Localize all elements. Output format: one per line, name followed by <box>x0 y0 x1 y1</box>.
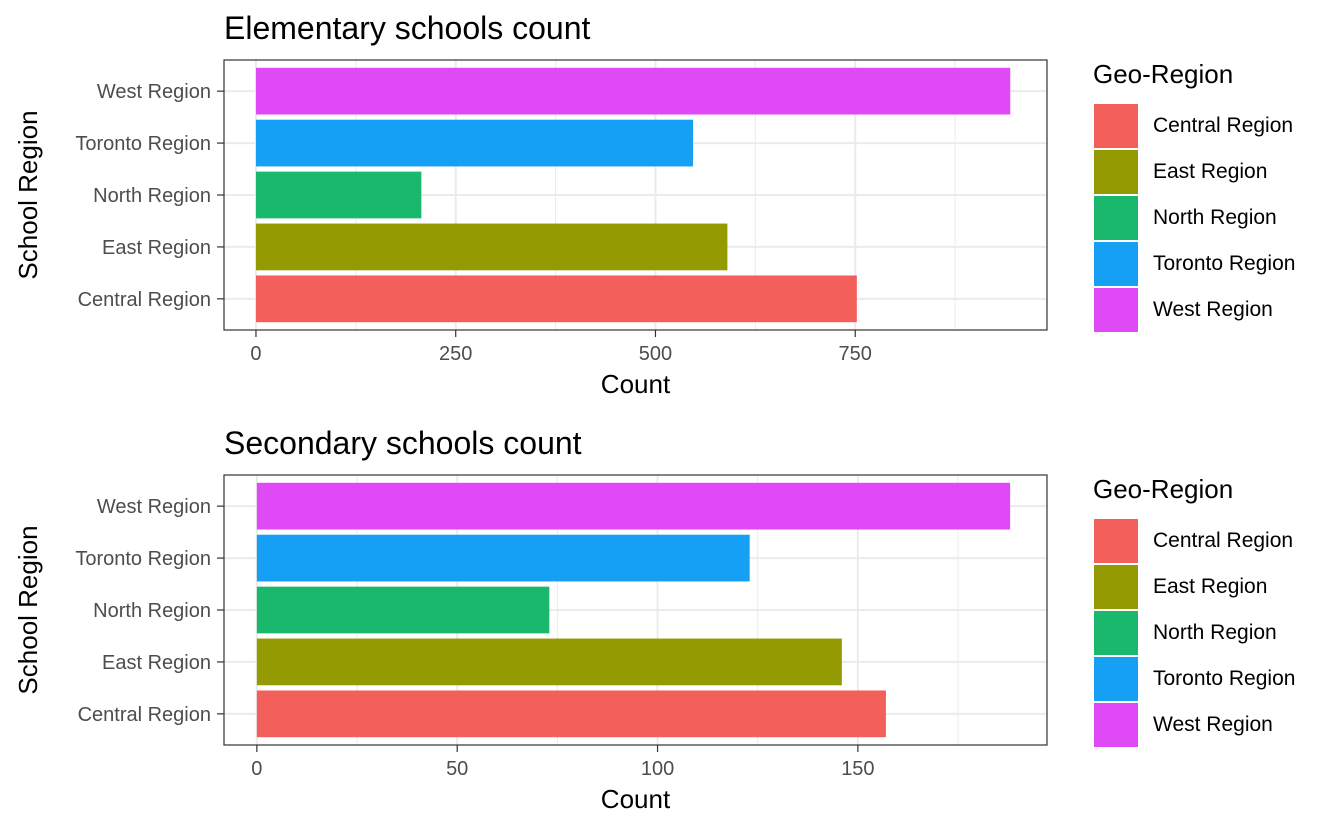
legend-key <box>1094 242 1138 286</box>
x-tick-label: 100 <box>641 758 674 780</box>
y-tick-label: Central Region <box>78 704 211 726</box>
legend-item: East Region <box>1093 565 1333 611</box>
x-axis-title: Count <box>601 784 671 814</box>
elementary-chart-svg: Elementary schools count Central Region Ea… <box>13 10 1048 399</box>
legend-key <box>1094 150 1138 194</box>
chart-title: Elementary schools count <box>224 10 591 46</box>
legend-item: North Region <box>1093 611 1333 657</box>
legend-label: North Region <box>1153 206 1277 229</box>
legend-label: North Region <box>1153 621 1277 644</box>
bar-west-region <box>256 482 1011 530</box>
elementary-legend: Geo-Region Central Region East Region No… <box>1093 58 1333 334</box>
legend-key <box>1094 565 1138 609</box>
y-tick-label: West Region <box>97 496 211 518</box>
x-tick-label: 0 <box>250 343 261 365</box>
legend-item: West Region <box>1093 703 1333 749</box>
y-axis-title: School Region <box>13 525 43 694</box>
legend-label: West Region <box>1153 298 1273 321</box>
x-tick-label: 250 <box>439 343 472 365</box>
y-axis-title: School Region <box>13 110 43 279</box>
legend-item: Central Region <box>1093 519 1333 565</box>
x-tick-label: 750 <box>839 343 872 365</box>
legend-key <box>1094 104 1138 148</box>
bar-east-region <box>255 223 728 271</box>
x-tick-label: 500 <box>639 343 672 365</box>
legend-title: Geo-Region <box>1093 474 1234 504</box>
legend-key <box>1094 519 1138 563</box>
legend-item: Toronto Region <box>1093 657 1333 703</box>
y-tick-label: West Region <box>97 81 211 103</box>
bar-central-region <box>255 275 857 323</box>
elementary-chart-panel: Elementary schools count Central Region Ea… <box>13 10 1333 399</box>
bar-west-region <box>255 67 1011 115</box>
x-tick-label: 0 <box>251 758 262 780</box>
bar-north-region <box>256 586 550 634</box>
y-tick-label: Central Region <box>78 289 211 311</box>
secondary-chart-svg: Secondary schools count Central Region Eas… <box>13 425 1048 814</box>
x-tick-label: 150 <box>841 758 874 780</box>
legend-item: Toronto Region <box>1093 242 1333 288</box>
legend-item: Central Region <box>1093 104 1333 150</box>
legend-title: Geo-Region <box>1093 59 1234 89</box>
secondary-chart-panel: Secondary schools count Central Region Eas… <box>0 415 1344 830</box>
y-tick-label: North Region <box>93 185 211 207</box>
bar-north-region <box>255 171 422 219</box>
chart-title: Secondary schools count <box>224 425 582 461</box>
x-axis-title: Count <box>601 369 671 399</box>
legend-item: North Region <box>1093 196 1333 242</box>
y-tick-label: East Region <box>102 237 211 259</box>
legend-key <box>1094 703 1138 747</box>
legend-key <box>1094 196 1138 240</box>
legend-key <box>1094 611 1138 655</box>
bar-central-region <box>256 690 886 738</box>
legend-label: Toronto Region <box>1153 252 1296 275</box>
legend-item: West Region <box>1093 288 1333 334</box>
bar-toronto-region <box>256 534 750 582</box>
legend-label: Central Region <box>1153 114 1294 137</box>
legend-key <box>1094 657 1138 701</box>
legend-item: East Region <box>1093 150 1333 196</box>
bar-east-region <box>256 638 842 686</box>
x-tick-label: 50 <box>446 758 468 780</box>
legend-label: Central Region <box>1153 529 1294 552</box>
legend-label: East Region <box>1153 575 1268 598</box>
bar-toronto-region <box>255 119 694 167</box>
legend-key <box>1094 288 1138 332</box>
legend-label: West Region <box>1153 713 1273 736</box>
y-tick-label: North Region <box>93 600 211 622</box>
legend-label: Toronto Region <box>1153 667 1296 690</box>
y-tick-label: Toronto Region <box>75 548 211 570</box>
legend-label: East Region <box>1153 160 1268 183</box>
secondary-legend: Geo-Region Central Region East Region No… <box>1093 473 1333 749</box>
y-tick-label: East Region <box>102 652 211 674</box>
y-tick-label: Toronto Region <box>75 133 211 155</box>
